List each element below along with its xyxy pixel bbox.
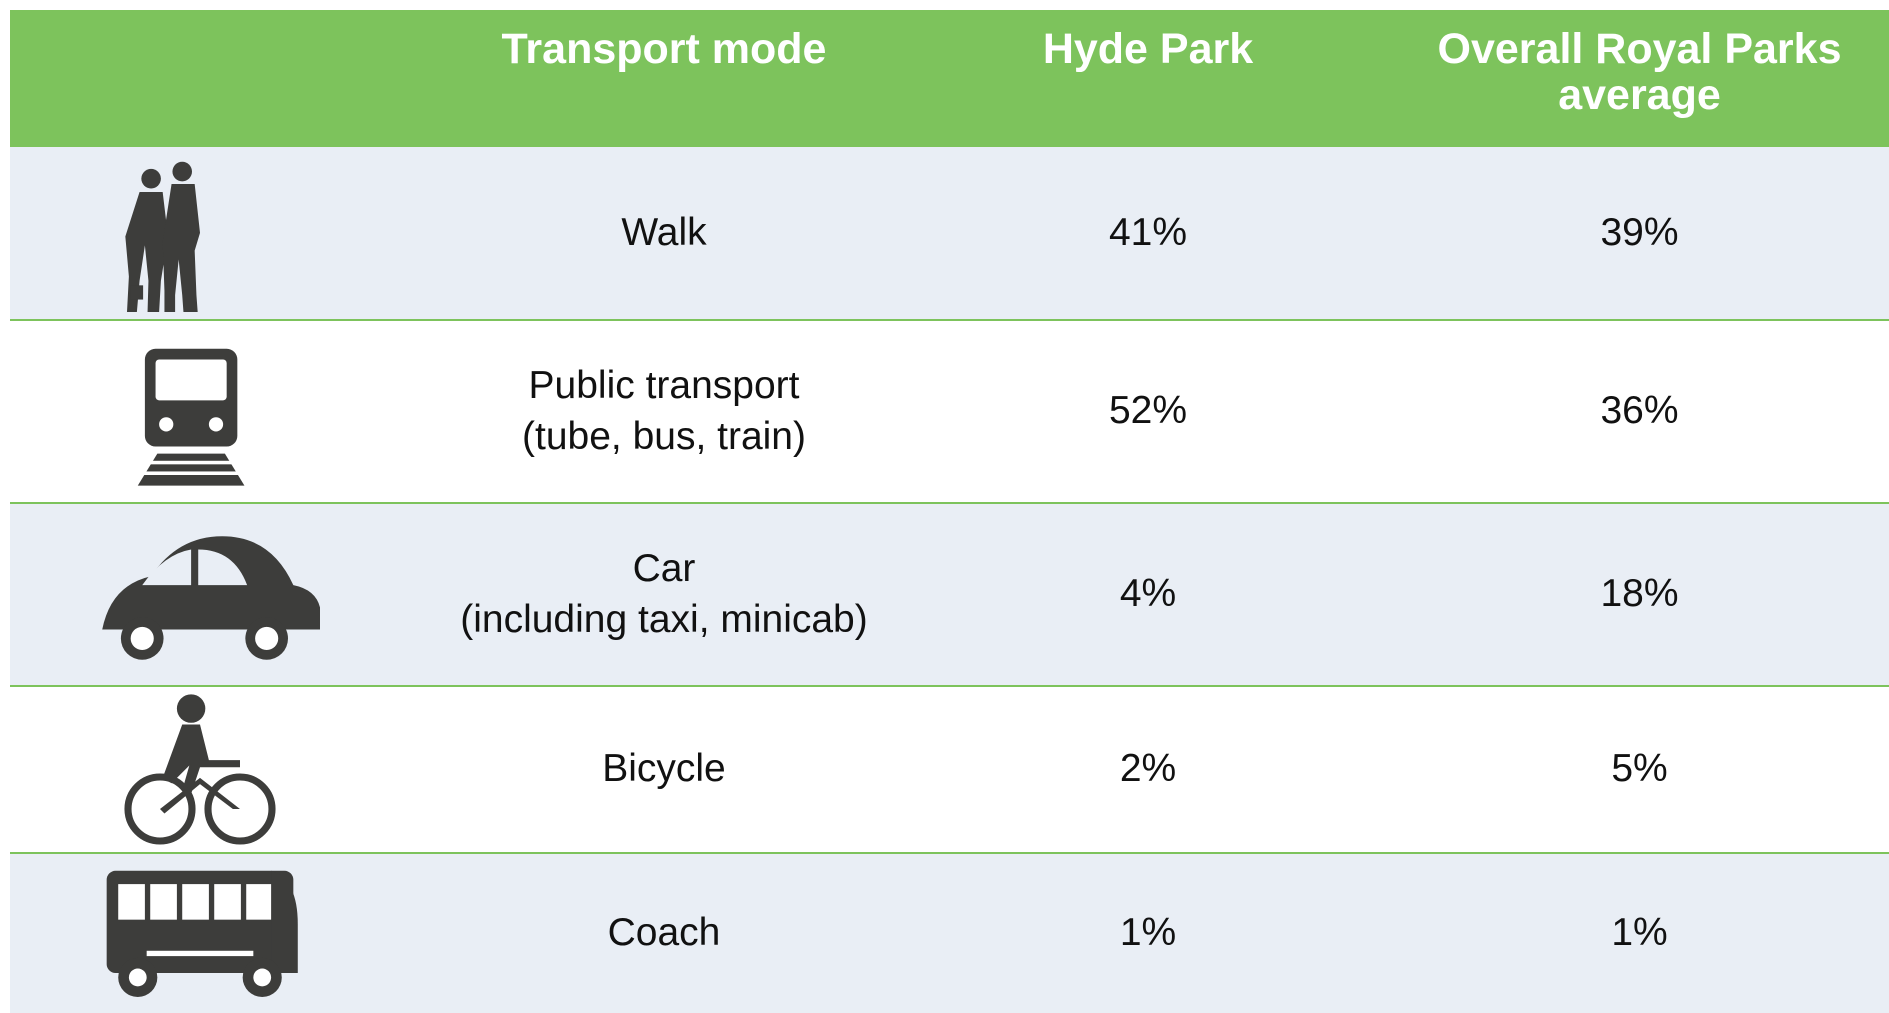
cell-text: Car	[632, 546, 696, 590]
table-cell: 18%	[1390, 502, 1889, 685]
header-cell: Hyde Park	[998, 10, 1298, 145]
transport-icon	[106, 870, 298, 997]
cell-text: 41%	[1108, 210, 1188, 254]
table-row	[10, 502, 1889, 685]
table-row	[10, 319, 1889, 502]
table-row	[10, 852, 1889, 1013]
header-cell: Transport mode	[330, 10, 998, 145]
header-text: Transport mode	[501, 25, 827, 73]
cell-text: 39%	[1600, 210, 1679, 254]
cell-text: (including taxi, minicab)	[460, 597, 868, 641]
transport-icon	[125, 161, 200, 312]
transport-icon	[124, 693, 276, 845]
table-cell: 39%	[1390, 145, 1889, 319]
cell-text: (tube, bus, train)	[522, 414, 806, 458]
table-cell: Walk	[330, 145, 998, 319]
table-cell: Coach	[330, 852, 998, 1013]
table-cell: 36%	[1390, 319, 1889, 502]
header-row	[10, 10, 1889, 145]
table-cell: 52%	[998, 319, 1298, 502]
table-cell: Car (including taxi, minicab)	[330, 502, 998, 685]
cell-text: 18%	[1600, 572, 1679, 615]
table-cell: Public transport (tube, bus, train)	[330, 319, 998, 502]
transport-icon	[137, 348, 245, 486]
cell-text: Bicycle	[602, 747, 726, 790]
table-cell: 1%	[998, 852, 1298, 1013]
header-text: Hyde Park	[1042, 25, 1254, 73]
cell-text: Public transport	[528, 363, 800, 407]
table-cell: 1%	[1390, 852, 1889, 1013]
cell-text: 1%	[1119, 911, 1177, 954]
cell-text: 1%	[1611, 911, 1668, 954]
table-cell: 4%	[998, 502, 1298, 685]
table-row	[10, 685, 1889, 852]
cell-text: 2%	[1119, 747, 1177, 790]
table-cell: Bicycle	[330, 685, 998, 852]
cell-text: 36%	[1600, 389, 1679, 432]
header-cell: Overall Royal Parks average	[1390, 10, 1889, 145]
transport-icon	[102, 535, 320, 660]
table-cell: 2%	[998, 685, 1298, 852]
table-row	[10, 145, 1889, 319]
cell-text: Coach	[607, 911, 721, 954]
table-cell: 41%	[998, 145, 1298, 319]
cell-text: 52%	[1108, 389, 1188, 432]
cell-text: 4%	[1119, 572, 1177, 615]
header-text: Overall Royal Parks average	[1437, 25, 1842, 119]
cell-text: Walk	[621, 210, 707, 254]
cell-text: 5%	[1611, 747, 1668, 790]
table-cell: 5%	[1390, 685, 1889, 852]
